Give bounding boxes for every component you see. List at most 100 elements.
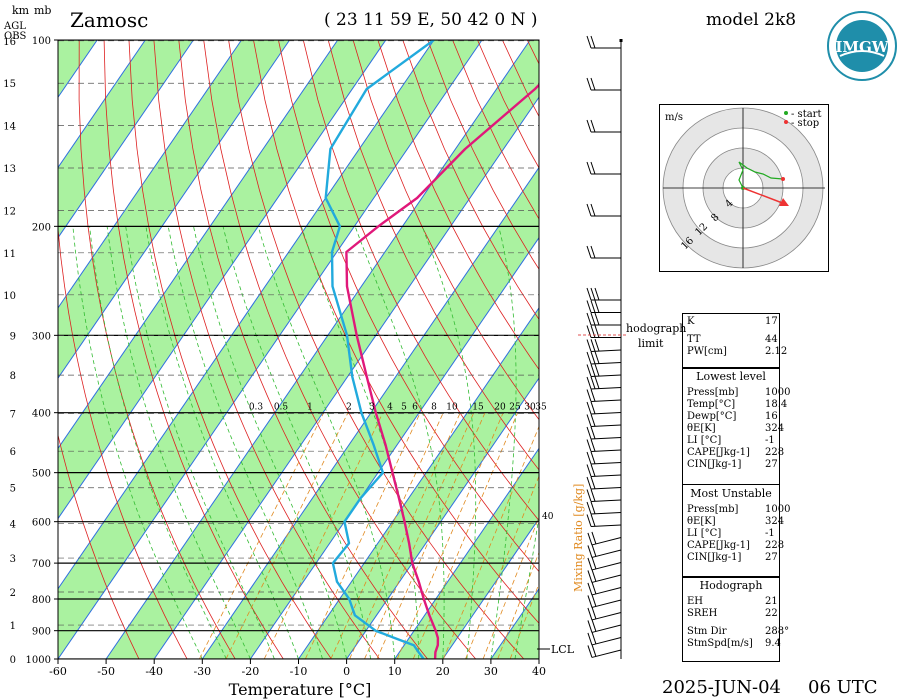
sounding-grid — [58, 40, 539, 659]
km-tick-label: 5 — [10, 484, 16, 495]
km-tick-label: 11 — [3, 249, 16, 260]
agl-label: AGL — [3, 21, 26, 32]
wind-barb — [587, 531, 622, 546]
mixing-ratio-label: 0.5 — [274, 403, 289, 413]
pressure-tick-label: 800 — [32, 595, 51, 606]
isotherm-line — [58, 40, 339, 450]
obs-label: OBS — [4, 31, 27, 42]
pressure-tick-label: 400 — [32, 409, 51, 420]
mixing-ratio-label: 30 — [524, 403, 536, 413]
stop-marker — [784, 120, 788, 124]
wind-barb — [587, 594, 622, 608]
moist-adiabat — [421, 226, 477, 659]
storm-speed-value: 9.4 — [765, 638, 781, 649]
mixing-ratio-label: 35 — [535, 403, 547, 413]
mu-cape-label: CAPE[Jkg-1] — [687, 540, 750, 551]
isotherm-line — [298, 307, 539, 659]
isotherm-line — [249, 236, 539, 659]
km-tick-label: 10 — [3, 291, 16, 302]
mixing-ratio-line — [263, 412, 384, 659]
km-tick-label: 9 — [10, 332, 16, 343]
km-tick-label: 4 — [10, 519, 16, 530]
wind-barb — [586, 489, 622, 502]
pressure-tick-label: 1000 — [26, 655, 51, 666]
wind-barb — [586, 351, 622, 365]
tt-index-label: TT — [687, 334, 701, 345]
wind-barb — [586, 414, 622, 427]
km-tick-label: 3 — [10, 554, 16, 565]
mixing-ratio-axis-label: Mixing Ratio [g/kg] — [572, 484, 585, 592]
isotherm-line — [58, 40, 483, 659]
k-index-value: 17 — [765, 316, 778, 327]
mu-cape-value: 228 — [765, 540, 785, 551]
isotherm-line — [58, 40, 194, 239]
wind-barb — [586, 300, 621, 313]
km-axis-label: km — [12, 4, 30, 17]
isotherm-line — [153, 96, 539, 659]
hodograph-unit: m/s — [665, 112, 683, 123]
km-tick-label: 2 — [10, 588, 16, 599]
dewpoint-profile — [324, 40, 435, 659]
wind-barb — [586, 338, 622, 352]
mu-cin-label: CIN[Jkg-1] — [687, 552, 742, 563]
wind-barb — [586, 245, 621, 259]
temperature-tick-label: -60 — [49, 665, 67, 678]
lowest-level-title: Lowest level — [696, 370, 766, 383]
mixing-ratio-line — [304, 412, 421, 659]
wind-top-marker — [619, 39, 623, 42]
mixing-ratio-label: 20 — [494, 403, 506, 413]
storm-motion-arrow — [742, 187, 786, 205]
tt-index-value: 44 — [765, 334, 778, 345]
pw-label: PW[cm] — [687, 346, 727, 357]
wind-barb — [587, 606, 622, 621]
temperature-tick-label: 0 — [343, 665, 350, 678]
km-tick-label: 13 — [3, 164, 16, 175]
lowest-theta-value: 324 — [765, 423, 785, 434]
mixing-ratio-line — [482, 516, 539, 659]
hodograph-trace — [738, 161, 784, 189]
mixing-ratio-line — [225, 412, 349, 659]
mixing-ratio-label: 10 — [446, 403, 458, 413]
dry-adiabat — [228, 40, 525, 659]
mu-li-value: -1 — [765, 528, 775, 539]
svg-text:IMGW: IMGW — [835, 38, 889, 56]
isotherm-line — [105, 40, 531, 659]
lowest-temp-label: Temp[°C] — [687, 399, 736, 410]
mixing-ratio-line — [364, 412, 475, 659]
lowest-cin-label: CIN[Jkg-1] — [687, 459, 742, 470]
dry-adiabat — [58, 433, 140, 659]
wind-barb — [586, 401, 622, 415]
lowest-press-label: Press[mb] — [687, 387, 739, 398]
mixing-ratio-label: 25 — [509, 403, 521, 413]
wind-barb — [586, 439, 622, 452]
mu-cin-value: 27 — [765, 552, 778, 563]
wind-barb — [587, 619, 622, 633]
wind-barb — [587, 644, 622, 658]
mixing-ratio-line — [376, 412, 486, 659]
lowest-li-label: LI [°C] — [687, 435, 722, 446]
mixing-ratio-label: 6 — [412, 403, 418, 413]
chart-axes: 0.3 0.5 1 2 3 4 5 6 8 10 15 20 25 30 35100200300400500… — [3, 36, 547, 678]
x-axis-title: Temperature [°C] — [229, 680, 372, 699]
wind-barb — [586, 451, 622, 465]
dry-adiabat — [253, 40, 539, 624]
pressure-tick-label: 700 — [32, 559, 51, 570]
hodograph-stop-label: - stop — [791, 118, 819, 129]
mixing-ratio-label: 5 — [401, 403, 407, 413]
wind-barb — [586, 476, 622, 490]
isotherm-line — [58, 40, 146, 169]
km-tick-label: 1 — [10, 621, 16, 632]
model-label: model 2k8 — [706, 10, 797, 30]
mu-li-label: LI [°C] — [687, 528, 722, 539]
most-unstable-title: Most Unstable — [690, 487, 772, 500]
mb-axis-label: mb — [34, 4, 51, 17]
wind-barb — [587, 544, 622, 558]
mixing-ratio-line — [497, 551, 539, 659]
mu-theta-label: θE[K] — [687, 516, 716, 527]
mixing-ratio-line — [509, 582, 539, 659]
temperature-profile — [345, 83, 539, 659]
storm-speed-label: StmSpd[m/s] — [687, 638, 753, 649]
temperature-tick-label: -50 — [97, 665, 115, 678]
storm-motion-arrowhead — [779, 198, 789, 206]
